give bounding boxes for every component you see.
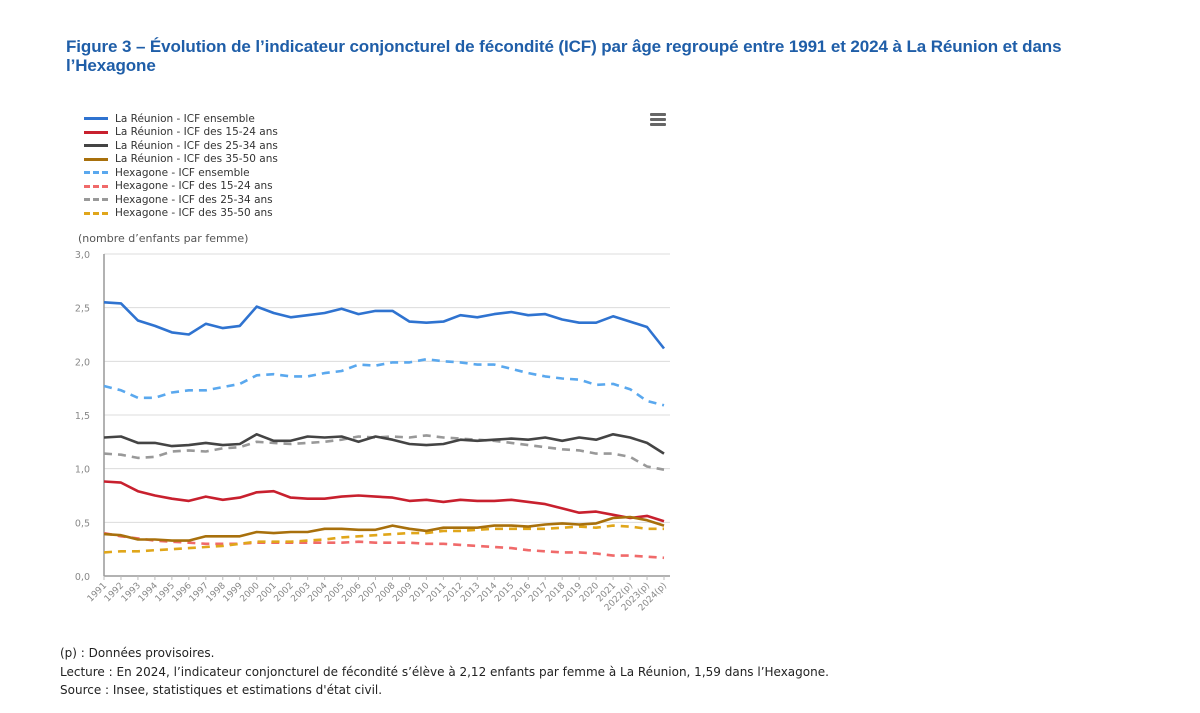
y-tick-label: 0,5	[75, 518, 90, 529]
legend-swatch	[84, 211, 108, 215]
series-line-5	[103, 531, 665, 560]
legend-label: La Réunion - ICF des 15-24 ans	[115, 126, 278, 139]
y-tick-label: 2,0	[75, 357, 90, 368]
legend-swatch	[84, 130, 108, 134]
series-line-4	[103, 357, 665, 407]
legend-item[interactable]: Hexagone - ICF des 15-24 ans	[84, 180, 278, 194]
menu-bar	[650, 113, 666, 116]
legend-swatch	[84, 184, 108, 188]
series-line-1	[103, 480, 665, 523]
menu-bar	[650, 123, 666, 126]
y-tick-label: 0,0	[75, 572, 90, 583]
source-note: Source : Insee, statistiques et estimati…	[60, 683, 383, 697]
legend-swatch	[84, 117, 108, 121]
legend-item[interactable]: Hexagone - ICF des 35-50 ans	[84, 207, 278, 221]
legend-label: Hexagone - ICF des 15-24 ans	[115, 180, 273, 193]
series-line-7	[103, 524, 664, 554]
hamburger-menu-icon[interactable]	[648, 111, 668, 127]
legend-label: Hexagone - ICF des 25-34 ans	[115, 193, 273, 206]
figure-title: Figure 3 – Évolution de l’indicateur con…	[66, 37, 1062, 75]
menu-bar	[650, 118, 666, 121]
series-line-6	[103, 434, 665, 471]
figure-notes: (p) : Données provisoires. Lecture : En …	[60, 644, 829, 700]
legend-swatch	[84, 198, 108, 202]
provisional-note: (p) : Données provisoires.	[60, 646, 215, 660]
y-tick-label: 3,0	[75, 250, 90, 261]
legend-swatch	[84, 157, 108, 161]
legend-label: Hexagone - ICF des 35-50 ans	[115, 207, 273, 220]
legend-item[interactable]: La Réunion - ICF ensemble	[84, 112, 278, 126]
chart-legend: La Réunion - ICF ensemble La Réunion - IC…	[84, 112, 278, 220]
legend-item[interactable]: Hexagone - ICF des 25-34 ans	[84, 193, 278, 207]
y-tick-label: 1,0	[75, 465, 90, 476]
legend-item[interactable]: La Réunion - ICF des 15-24 ans	[84, 126, 278, 140]
legend-label: La Réunion - ICF ensemble	[115, 112, 255, 125]
legend-swatch	[84, 144, 108, 148]
legend-item[interactable]: La Réunion - ICF des 35-50 ans	[84, 153, 278, 167]
legend-item[interactable]: Hexagone - ICF ensemble	[84, 166, 278, 180]
series-line-0	[103, 301, 666, 350]
legend-swatch	[84, 171, 108, 175]
y-tick-label: 1,5	[75, 411, 90, 422]
legend-label: La Réunion - ICF des 25-34 ans	[115, 139, 278, 152]
legend-item[interactable]: La Réunion - ICF des 25-34 ans	[84, 139, 278, 153]
legend-label: La Réunion - ICF des 35-50 ans	[115, 153, 278, 166]
y-tick-label: 2,5	[75, 304, 90, 315]
series-line-2	[103, 432, 665, 455]
series-line-3	[103, 515, 665, 542]
y-axis-unit-label: (nombre d’enfants par femme)	[78, 232, 249, 245]
reading-note: Lecture : En 2024, l’indicateur conjonct…	[60, 664, 829, 679]
legend-label: Hexagone - ICF ensemble	[115, 166, 250, 179]
